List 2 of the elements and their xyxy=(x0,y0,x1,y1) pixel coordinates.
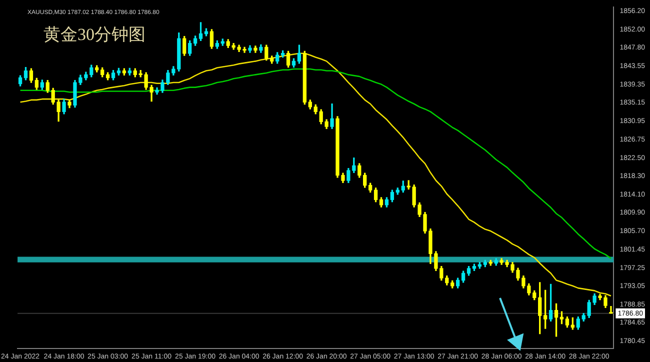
text: 黄金30分钟图 xyxy=(44,25,146,44)
candlestick xyxy=(609,306,613,314)
